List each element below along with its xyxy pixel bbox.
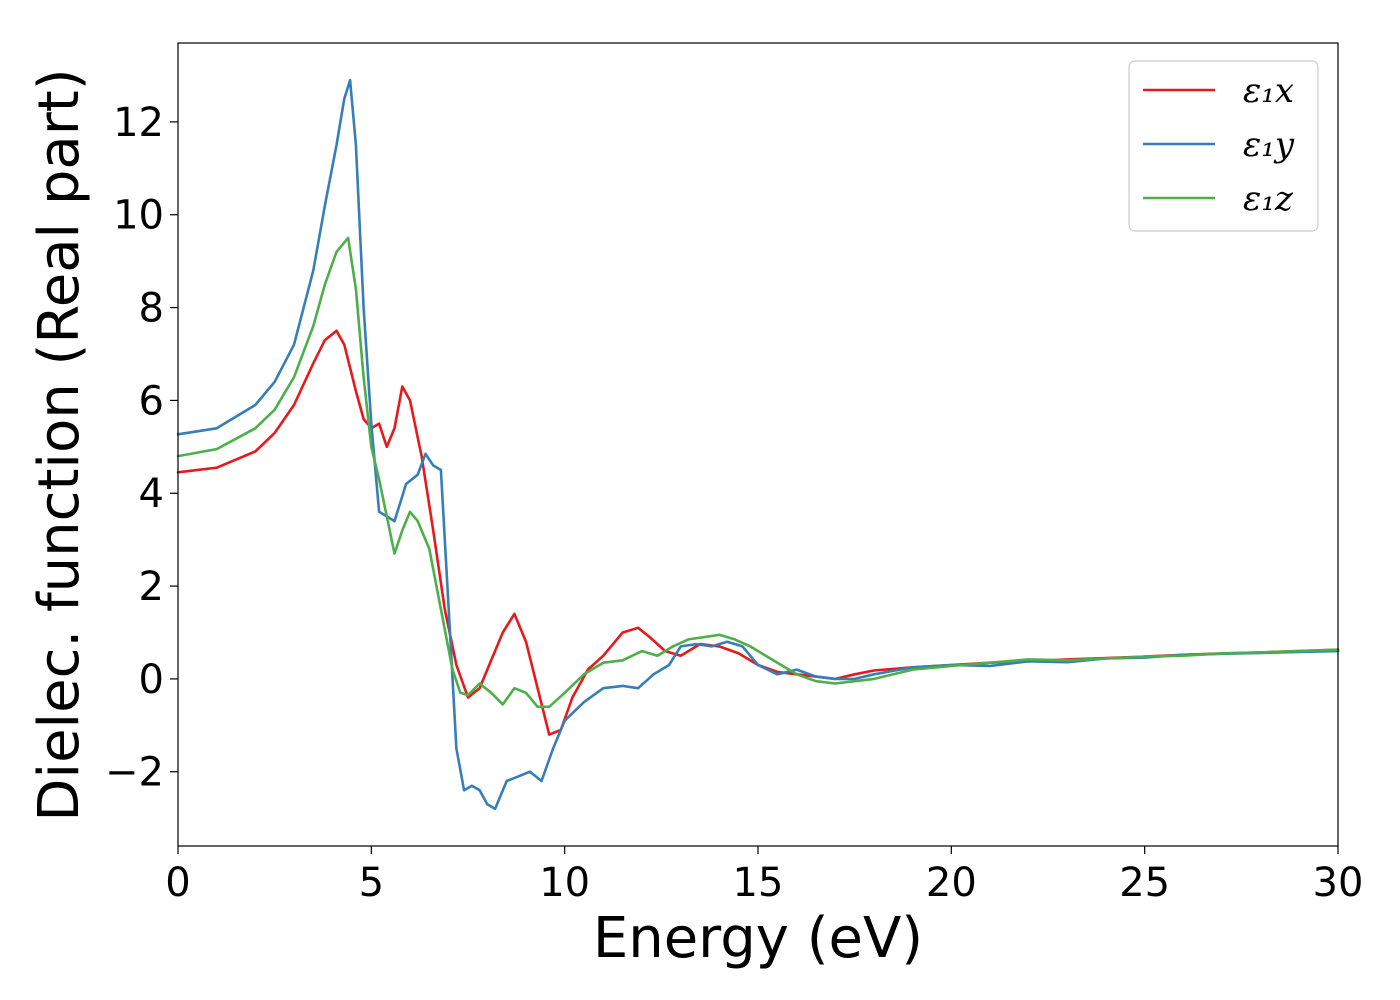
y-tick-label: 0 (139, 657, 164, 703)
x-axis-label: Energy (eV) (593, 906, 923, 971)
legend-label-2: ε₁y (1243, 125, 1295, 165)
y-axis: −2 0 2 4 6 8 10 12 (105, 100, 178, 796)
series-line-3 (176, 236, 1340, 709)
x-tick-label: 10 (539, 860, 590, 906)
x-tick-label: 25 (1119, 860, 1170, 906)
y-tick-label: 8 (139, 286, 164, 332)
y-tick-label: 6 (139, 378, 164, 424)
y-tick-label: 10 (113, 193, 164, 239)
legend-label-1: ε₁x (1243, 71, 1294, 111)
y-axis-label: Dielec. function (Real part) (27, 68, 92, 821)
y-tick-label: −2 (105, 750, 164, 796)
x-tick-label: 15 (733, 860, 784, 906)
legend-label-3: ε₁z (1243, 179, 1294, 219)
y-tick-label: 4 (139, 471, 164, 517)
y-tick-label: 12 (113, 100, 164, 146)
x-tick-label: 0 (165, 860, 190, 906)
x-axis: 0 5 10 15 20 25 30 (165, 846, 1363, 906)
x-tick-label: 30 (1313, 860, 1364, 906)
y-tick-label: 2 (139, 564, 164, 610)
legend: ε₁x ε₁y ε₁z (1128, 60, 1319, 232)
x-tick-label: 5 (359, 860, 384, 906)
series-layer (176, 78, 1340, 811)
series-line-2 (176, 78, 1340, 811)
legend-box (1128, 60, 1319, 232)
x-tick-label: 20 (926, 860, 977, 906)
